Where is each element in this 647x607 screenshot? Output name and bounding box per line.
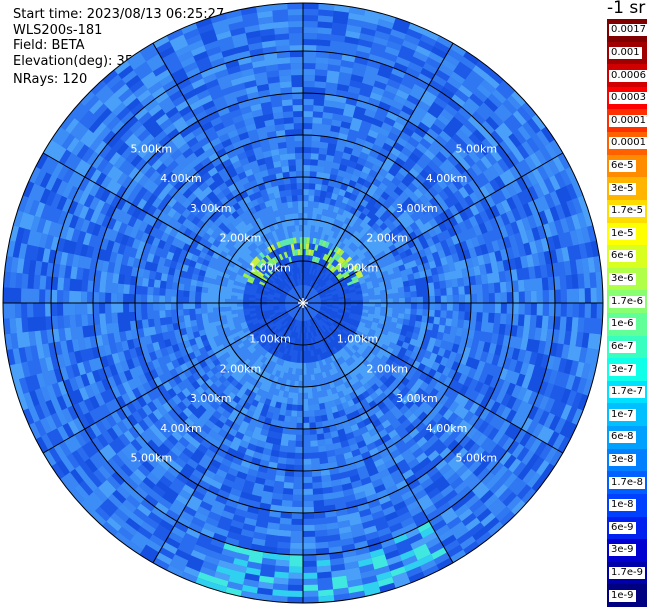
color-legend: 0.0017 0.001 0.0006 0.0003 0.00017 0.0001 6e-5…	[607, 19, 647, 607]
range-label: 5.00km	[456, 143, 498, 156]
azimuth-line	[152, 302, 304, 564]
range-label: 5.00km	[131, 143, 173, 156]
range-label: 3.00km	[396, 202, 438, 215]
legend-label: 1e-6	[609, 318, 636, 331]
legend-label: 6e-6	[609, 250, 636, 263]
field-name: Field: BETA	[11, 37, 87, 54]
scan-gates-10	[242, 237, 350, 286]
instrument-name: WLS200s-181	[11, 22, 105, 39]
range-label: 1.00km	[249, 333, 291, 346]
range-label: 2.00km	[220, 362, 262, 375]
range-label: 2.00km	[220, 232, 262, 245]
legend-label: 0.0006	[609, 69, 647, 82]
nrays: NRays: 120	[11, 71, 90, 88]
legend-label: 1.7e-8	[609, 476, 646, 489]
range-label: 4.00km	[426, 422, 468, 435]
range-label: 5.00km	[456, 452, 498, 465]
legend-label: 6e-7	[609, 340, 636, 353]
range-label: 4.00km	[160, 422, 202, 435]
legend-label: 0.00017	[609, 114, 647, 127]
azimuth-line	[302, 42, 454, 304]
azimuth-line	[302, 152, 564, 304]
range-label: 4.00km	[426, 172, 468, 185]
legend-label: 1e-7	[609, 408, 636, 421]
legend-label: 3e-6	[609, 273, 636, 286]
range-label: 5.00km	[131, 452, 173, 465]
legend-label: 1e-9	[609, 589, 636, 602]
legend-label: 1.7e-7	[609, 386, 646, 399]
range-labels: 1.00km 1.00km 1.00km 1.00km 2.00km 2.00km 2.00…	[131, 143, 498, 465]
legend-label: 1.7e-5	[609, 205, 646, 218]
range-label: 1.00km	[249, 261, 291, 274]
legend-label: 0.0017	[609, 24, 647, 37]
ppi-scan-map: 1.00km 1.00km 1.00km 1.00km 2.00km 2.00km 2.00…	[2, 2, 604, 604]
azimuth-line	[152, 42, 304, 304]
range-label: 3.00km	[396, 392, 438, 405]
range-label: 2.00km	[366, 362, 408, 375]
azimuth-lines	[3, 3, 603, 603]
azimuth-line	[42, 302, 304, 454]
azimuth-line	[42, 152, 304, 304]
legend-label: 1.7e-6	[609, 295, 646, 308]
legend-label: 3e-7	[609, 363, 636, 376]
legend-label: 0.001	[609, 46, 642, 59]
azimuth-line	[302, 302, 454, 564]
center-marker	[299, 299, 304, 304]
range-label: 1.00km	[337, 261, 379, 274]
legend-title: -1 sr	[607, 0, 646, 18]
legend-label: 3e-9	[609, 544, 636, 557]
range-label: 4.00km	[160, 172, 202, 185]
start-time: Start time: 2023/08/13 06:25:27	[11, 6, 227, 23]
legend-label: 0.0003	[609, 92, 647, 105]
range-label: 3.00km	[190, 202, 232, 215]
azimuth-line	[302, 302, 564, 454]
legend-label: 3e-5	[609, 182, 636, 195]
scan-gates-12	[195, 526, 435, 603]
legend-label: 6e-5	[609, 160, 636, 172]
scan-gates-1	[3, 3, 600, 596]
legend-label: 6e-9	[609, 521, 636, 534]
legend-label: 0.0001	[609, 137, 647, 150]
legend-label: 1.7e-9	[609, 567, 646, 580]
scan-gates-7	[3, 3, 603, 603]
scan-gates-2	[258, 237, 361, 286]
scan-gates-9	[249, 243, 364, 279]
legend-label: 6e-8	[609, 431, 636, 444]
legend-label: 1e-8	[609, 499, 636, 512]
scan-gates-8	[248, 240, 359, 284]
scan-gates-5	[4, 9, 604, 600]
legend-label: 1e-5	[609, 227, 636, 240]
legend-label: 3e-8	[609, 454, 636, 466]
range-label: 3.00km	[190, 392, 232, 405]
scan-gates-11	[197, 521, 447, 597]
range-label: 2.00km	[366, 232, 408, 245]
range-label: 1.00km	[337, 333, 379, 346]
